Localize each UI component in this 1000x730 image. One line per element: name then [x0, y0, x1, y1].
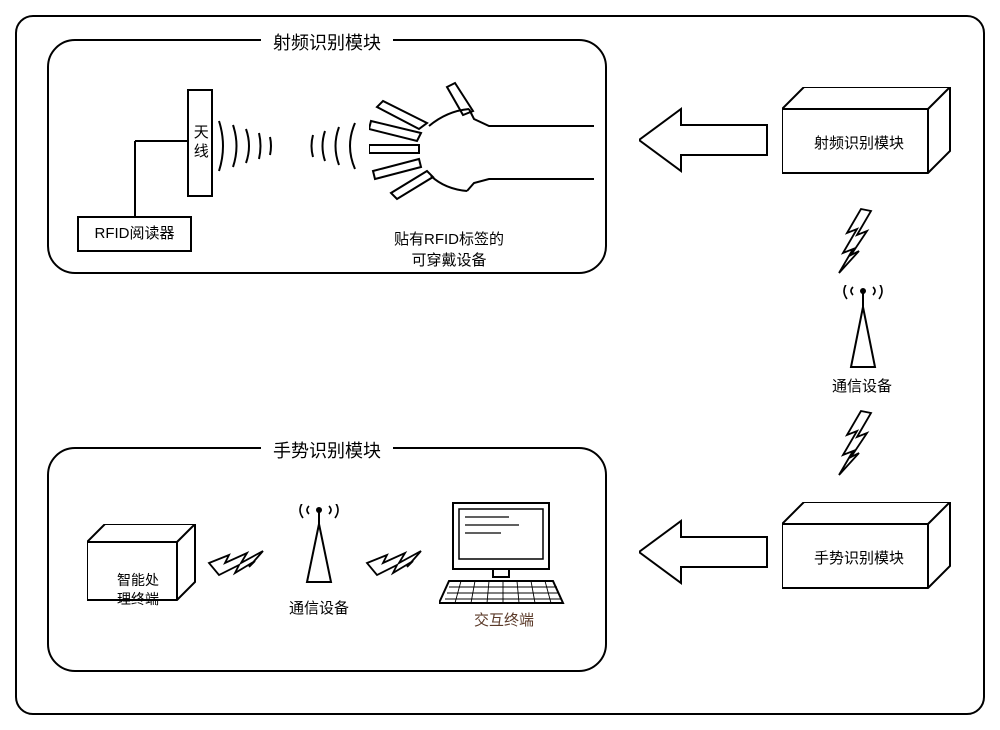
glove-waves — [299, 101, 379, 191]
comm-antenna-center-icon — [291, 504, 347, 594]
lightning-left — [207, 549, 267, 579]
block-arrow-bottom — [639, 517, 769, 587]
interactive-terminal-label: 交互终端 — [459, 609, 549, 630]
gesture-module-title: 手势识别模块 — [261, 437, 393, 463]
wearable-glove-icon — [369, 71, 599, 211]
lightning-right — [365, 549, 425, 579]
rf-module-box: 射频识别模块 RFID阅读器 天线 — [47, 39, 607, 274]
lightning-top-right — [837, 207, 887, 277]
right-rf-block-label: 射频识别模块 — [799, 132, 919, 153]
right-gesture-block-label: 手势识别模块 — [799, 547, 919, 568]
lightning-bottom-right — [837, 409, 887, 479]
smart-terminal-label: 智能处 理终端 — [99, 551, 177, 610]
interactive-terminal-icon — [439, 499, 569, 619]
comm-device-right-label: 通信设备 — [817, 375, 907, 396]
comm-antenna-right-icon — [835, 285, 891, 380]
gesture-module-box: 手势识别模块 智能处 理终端 通信设备 — [47, 447, 607, 672]
comm-device-center-label: 通信设备 — [274, 597, 364, 618]
wearable-label: 贴有RFID标签的 可穿戴设备 — [349, 211, 549, 270]
outer-frame: 射频识别模块 RFID阅读器 天线 — [15, 15, 985, 715]
block-arrow-top — [639, 105, 769, 175]
